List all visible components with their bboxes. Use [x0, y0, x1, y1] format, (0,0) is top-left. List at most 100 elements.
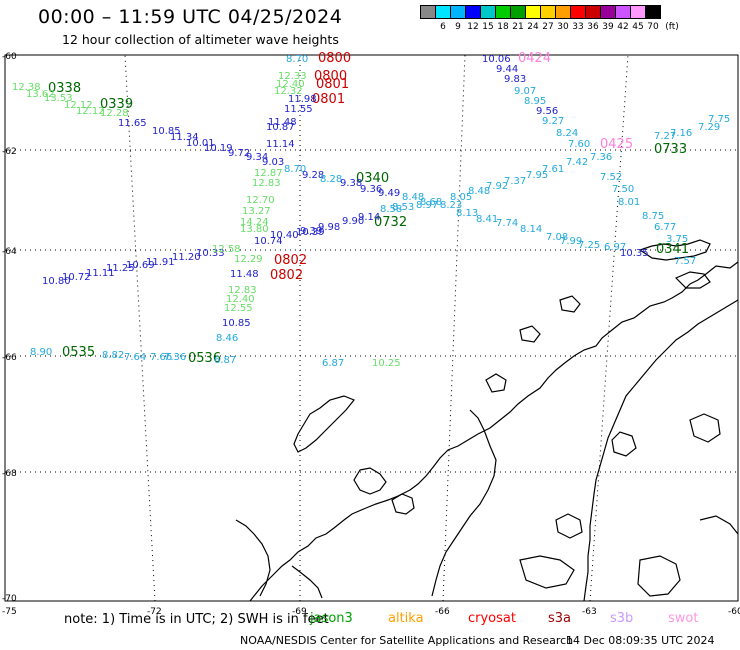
latitude-label: -62: [2, 147, 17, 157]
wave-height-label: 12.83: [228, 285, 257, 296]
pass-time-label: 0338: [48, 81, 81, 96]
wave-height-label: 10.39: [296, 227, 325, 238]
wave-height-label: 11.91: [146, 257, 175, 268]
wave-height-label: 9.44: [496, 64, 518, 75]
wave-height-label: 7.92: [486, 181, 508, 192]
latitude-label: -66: [2, 353, 17, 363]
generation-timestamp: 14 Dec 08:09:35 UTC 2024: [566, 634, 715, 647]
wave-height-label: 10.72: [62, 272, 91, 283]
wave-height-label: 12.12: [76, 106, 105, 117]
wave-height-label: 11.48: [268, 117, 297, 128]
legend-label: 21: [512, 22, 524, 32]
wave-height-label: 8.58: [380, 204, 402, 215]
legend-label: 12: [467, 22, 479, 32]
pass-time-label: 0339: [100, 97, 133, 112]
wave-height-label: 8.46: [216, 333, 238, 344]
pass-time-label: 0341: [656, 242, 689, 257]
credit-line: NOAA/NESDIS Center for Satellite Applica…: [240, 634, 574, 647]
wave-height-label: 10.33: [196, 248, 225, 259]
wave-height-label: 9.83: [504, 74, 526, 85]
wave-height-label: 8.68: [420, 197, 442, 208]
meridian-line: [442, 54, 466, 602]
wave-height-label: 9.56: [536, 106, 558, 117]
wave-height-label: 9.72: [228, 148, 250, 159]
pass-time-label: 0733: [654, 142, 687, 157]
wave-height-label: 8.01: [618, 197, 640, 208]
wave-height-label: 10.06: [482, 54, 511, 65]
legend-swatch: [645, 5, 661, 19]
longitude-label: -63: [582, 607, 597, 617]
legend-label: 70: [647, 22, 659, 32]
latitude-label: -60: [2, 52, 17, 62]
wave-height-label: 8.14: [520, 224, 542, 235]
satellite-name: s3a: [548, 611, 572, 626]
wave-height-label: 6.87: [322, 358, 344, 369]
wave-height-label: 10.85: [152, 126, 181, 137]
wave-height-label: 12.83: [252, 178, 281, 189]
wave-height-label: 6.87: [214, 355, 236, 366]
wave-height-label: 7.75: [708, 114, 730, 125]
wave-height-label: 7.61: [542, 164, 564, 175]
pass-time-label: 0801: [312, 92, 345, 107]
wave-height-label: 7.37: [504, 176, 526, 187]
meridian-line: [124, 54, 156, 602]
wave-height-label: 7.50: [612, 184, 634, 195]
pass-time-label: 0536: [188, 351, 221, 366]
wave-height-label: 10.87: [266, 122, 295, 133]
wave-height-label: 7.42: [566, 157, 588, 168]
map-subtitle: 12 hour collection of altimeter wave hei…: [62, 32, 339, 47]
wave-height-label: 8.70: [284, 164, 306, 175]
wave-height-label: 11.55: [284, 104, 313, 115]
wave-height-label: 9.36: [360, 184, 382, 195]
wave-height-label: 7.52: [600, 172, 622, 183]
wave-height-label: 13.62: [26, 89, 55, 100]
wave-height-label: 8.23: [440, 200, 462, 211]
wave-height-label: 13.80: [240, 224, 269, 235]
wave-height-label: 10.35: [620, 248, 649, 259]
wave-height-label: 9.03: [262, 157, 284, 168]
wave-height-label: 9.07: [514, 86, 536, 97]
wave-height-label: 10.74: [254, 236, 283, 247]
legend-label: 24: [527, 22, 539, 32]
wave-height-label: 10.01: [186, 138, 215, 149]
graticule: [5, 54, 738, 602]
wave-height-label: 8.95: [524, 96, 546, 107]
wave-height-label: 7.60: [568, 139, 590, 150]
wave-height-label: 10.25: [372, 358, 401, 369]
wave-height-label: 12.12: [64, 100, 93, 111]
wave-height-label: 11.20: [172, 252, 201, 263]
pass-time-label: 0535: [62, 345, 95, 360]
legend-unit: (ft): [665, 22, 679, 32]
legend-label: 45: [632, 22, 644, 32]
wave-height-label: 11.48: [230, 269, 259, 280]
wave-height-label: 7.25: [578, 240, 600, 251]
pass-time-label: 0340: [356, 171, 389, 186]
legend-label: 42: [617, 22, 629, 32]
wave-height-label: 13.53: [44, 93, 73, 104]
map-title: 00:00 – 11:59 UTC 04/25/2024: [38, 6, 343, 28]
wave-height-label: 8.28: [320, 174, 342, 185]
wave-height-label: 8.70: [286, 54, 308, 65]
wave-height-label: 7.95: [526, 170, 548, 181]
wave-height-label: 9.27: [542, 116, 564, 127]
legend-label: 36: [587, 22, 599, 32]
wave-height-label: 9.49: [378, 188, 400, 199]
wave-height-label: 7.74: [496, 218, 518, 229]
wave-height-label: 14.24: [240, 217, 269, 228]
wave-height-label: 12.28: [100, 108, 129, 119]
pass-time-label: 0801: [316, 77, 349, 92]
color-legend: 6 9 12 15 18 21 24 27 30 33 36 39 42 45 70 (ft): [420, 5, 679, 32]
longitude-label: -60: [728, 607, 740, 617]
satellite-name: s3b: [610, 611, 634, 626]
latitude-label: -70: [2, 594, 17, 604]
satellite-name: jason3: [310, 611, 353, 626]
coastline: [235, 239, 739, 602]
satellite-name: altika: [388, 611, 424, 626]
wave-height-label: 10.40: [270, 230, 299, 241]
wave-height-label: 12.32: [274, 86, 303, 97]
wave-height-label: 3.75: [666, 234, 688, 245]
pass-time-label: 0732: [374, 215, 407, 230]
wave-height-label: 7.36: [164, 352, 186, 363]
wave-height-label: 10.80: [42, 276, 71, 287]
longitude-label: -66: [435, 607, 450, 617]
